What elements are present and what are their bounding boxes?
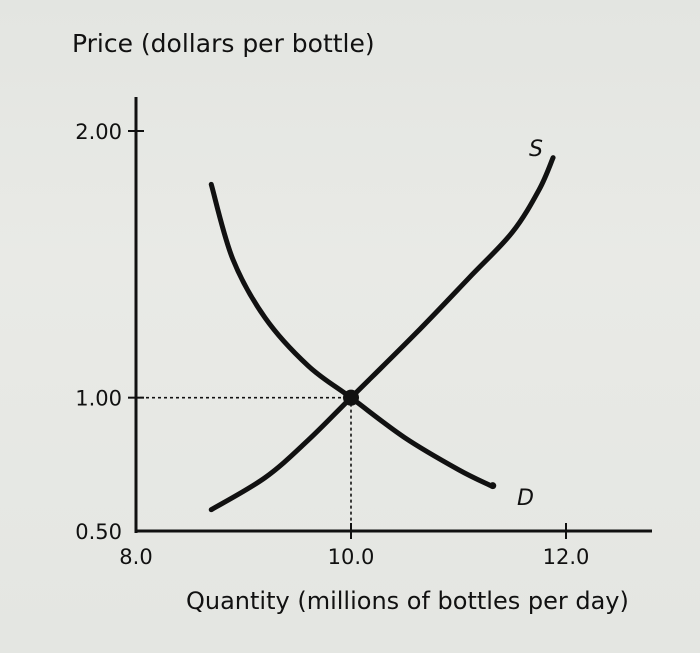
- x-tick-label: 8.0: [119, 545, 152, 569]
- y-axis-title: Price (dollars per bottle): [72, 29, 375, 58]
- supply-curve-label: S: [529, 137, 543, 162]
- equilibrium-guides: [140, 396, 352, 528]
- x-tick-label: 12.0: [543, 545, 590, 569]
- demand-end-dot: [489, 482, 497, 490]
- y-tick-label: 1.00: [75, 387, 122, 411]
- demand-curve-label: D: [517, 486, 534, 511]
- curves: [208, 155, 556, 513]
- supply-curve: [208, 155, 556, 513]
- demand-curve: [208, 181, 494, 489]
- x-axis-title: Quantity (millions of bottles per day): [186, 587, 629, 615]
- x-tick-label: 10.0: [328, 545, 375, 569]
- y-tick-label: 2.00: [75, 120, 122, 144]
- y-tick-label: 0.50: [75, 520, 122, 544]
- equilibrium-point: [343, 389, 359, 406]
- axis-ticks: 0.50 1.00 2.00 8.0 10.0 12.0: [75, 120, 589, 569]
